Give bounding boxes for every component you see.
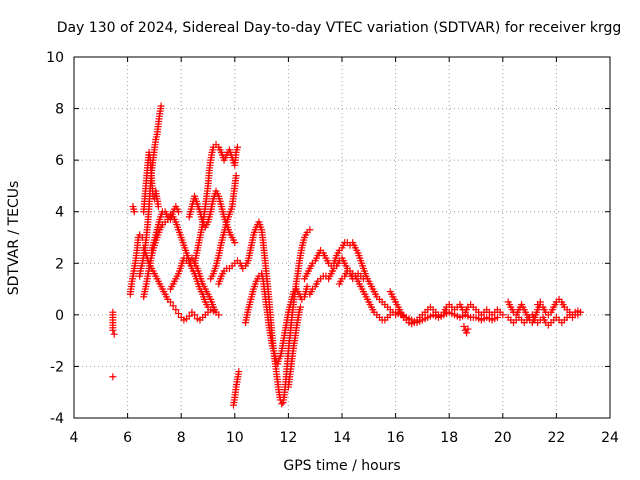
x-tick-label: 12 [279,430,297,446]
x-tick-label: 10 [226,430,244,446]
data-point [296,303,304,311]
axis-ticks [73,56,611,419]
x-tick-label: 20 [494,430,512,446]
data-point [232,172,240,180]
data-point [169,302,177,310]
y-tick-label: -4 [50,411,64,427]
data-point [499,311,507,319]
y-tick-label: 0 [55,308,64,324]
data-point [306,226,314,234]
chart-title: Day 130 of 2024, Sidereal Day-to-day VTE… [57,20,622,36]
y-tick-label: 10 [46,50,64,66]
data-point [166,298,174,306]
data-point [185,312,193,320]
data-points [109,102,585,409]
data-point [463,329,471,337]
y-tick-label: 8 [55,102,64,118]
data-point [359,275,367,283]
data-point [386,311,394,319]
x-tick-label: 6 [123,430,132,446]
data-point [110,330,118,338]
data-point [574,311,582,319]
data-point [175,208,183,216]
data-point [172,306,180,314]
data-point [493,313,501,321]
x-tick-label: 22 [547,430,565,446]
x-tick-label: 16 [387,430,405,446]
x-tick-label: 24 [601,430,619,446]
y-tick-label: 4 [55,205,64,221]
y-axis-label: SDTVAR / TECUs [6,181,22,296]
data-point [235,368,243,376]
data-point [536,298,544,306]
x-tick-label: 4 [70,430,79,446]
x-axis-label: GPS time / hours [283,458,400,474]
data-point [175,310,183,318]
data-point [191,311,199,319]
data-point [303,282,311,290]
y-tick-label: 2 [55,256,64,272]
y-tick-label: -2 [50,359,64,375]
x-tick-label: 18 [440,430,458,446]
data-point [231,239,239,247]
x-tick-label: 14 [333,430,351,446]
y-tick-label: 6 [55,153,64,169]
data-point [154,203,162,211]
data-point [130,208,138,216]
x-tick-label: 8 [177,430,186,446]
data-point [278,400,286,408]
data-point [460,322,468,330]
x-tick-labels: 4 6 8 10 12 14 16 18 20 22 24 [70,430,619,446]
y-tick-labels: -4 -2 0 2 4 6 8 10 [46,50,64,427]
data-point [464,325,472,333]
data-point [109,373,117,381]
data-point [233,143,241,151]
data-point [215,311,223,319]
data-point [109,326,117,334]
data-point [204,308,212,316]
data-point [157,102,165,110]
